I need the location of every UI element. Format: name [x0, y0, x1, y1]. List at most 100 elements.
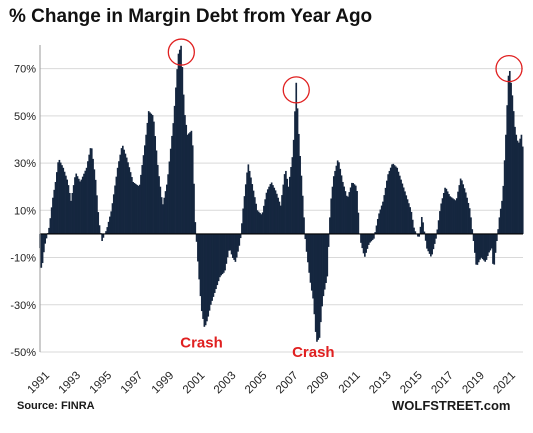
y-tick-label: 50%	[14, 111, 36, 123]
bar	[342, 181, 344, 234]
bar	[353, 184, 356, 234]
bar	[54, 181, 57, 234]
bar	[296, 108, 299, 234]
bar	[101, 233, 103, 242]
bar	[96, 195, 98, 234]
bar	[510, 82, 512, 234]
bar	[173, 105, 176, 234]
bar	[501, 200, 503, 234]
bar	[175, 87, 177, 234]
bar	[255, 203, 257, 234]
bar	[136, 184, 138, 234]
bar	[428, 233, 431, 254]
bar	[153, 121, 155, 234]
bar	[408, 203, 410, 234]
bar	[264, 199, 267, 234]
bar	[520, 134, 523, 234]
bar	[340, 175, 343, 234]
bar	[301, 195, 304, 234]
bar	[356, 191, 358, 234]
x-tick-label: 1993	[57, 370, 84, 397]
bar	[211, 233, 213, 301]
x-tick-label: 2019	[460, 370, 487, 397]
bar	[155, 150, 158, 234]
x-tick-label: 1995	[88, 370, 115, 397]
bar	[458, 185, 461, 234]
bar	[216, 233, 219, 286]
bar	[409, 207, 411, 234]
bar	[299, 155, 301, 234]
bar	[321, 233, 323, 307]
bar	[354, 185, 357, 234]
bar	[467, 202, 470, 234]
bar	[518, 142, 520, 234]
bar	[250, 177, 252, 234]
bar	[430, 233, 432, 257]
bar	[132, 181, 135, 234]
bar	[232, 233, 234, 258]
bar	[270, 182, 273, 234]
bar	[252, 190, 255, 234]
bar	[395, 166, 397, 234]
bar	[303, 217, 305, 234]
bar	[66, 179, 69, 234]
bar	[219, 233, 221, 278]
bar	[186, 134, 189, 234]
bar	[325, 233, 327, 283]
bar	[452, 198, 454, 234]
bar	[514, 126, 516, 234]
bar	[45, 233, 48, 239]
bar	[234, 233, 237, 262]
bar	[317, 233, 320, 340]
bar	[375, 225, 378, 234]
bar	[436, 229, 439, 234]
bar	[277, 197, 279, 234]
bar	[226, 233, 229, 258]
bar	[365, 233, 367, 253]
bar	[116, 167, 119, 234]
x-tick-label: 2021	[491, 370, 518, 397]
bar	[80, 179, 83, 234]
bar	[215, 233, 217, 290]
bar	[493, 233, 496, 265]
bar	[220, 233, 223, 276]
bar	[351, 182, 353, 234]
bar	[310, 233, 313, 291]
bar	[505, 134, 507, 234]
bar	[318, 233, 321, 338]
bar	[141, 165, 144, 234]
bar	[326, 233, 329, 277]
bar	[89, 148, 92, 234]
bar	[291, 157, 294, 234]
bar	[48, 227, 50, 234]
bar	[146, 122, 149, 234]
bar	[382, 201, 384, 234]
bar	[162, 204, 164, 234]
x-tick-labels: 1991 1993 1995 1997 1999 2001 2003 2005 2007 2009…	[26, 370, 518, 397]
peak-highlights	[167, 38, 523, 104]
bar	[133, 182, 136, 234]
bar	[379, 209, 382, 234]
y-tick-label: 70%	[14, 64, 36, 76]
bar	[57, 162, 59, 234]
peak-highlight-circle	[495, 54, 523, 83]
bar	[503, 160, 506, 234]
bar	[176, 69, 179, 234]
bar	[207, 233, 210, 317]
bar	[435, 233, 437, 239]
bar	[144, 145, 146, 234]
bar	[266, 189, 269, 234]
bar	[97, 212, 100, 234]
bar	[140, 174, 142, 234]
bar	[292, 139, 295, 234]
bar	[477, 233, 480, 263]
bar	[516, 140, 519, 234]
bar	[185, 124, 188, 234]
bar	[287, 186, 290, 234]
bar	[260, 214, 263, 234]
bar	[440, 203, 443, 234]
bar	[364, 233, 366, 257]
bar	[92, 158, 94, 234]
bar	[371, 233, 374, 240]
